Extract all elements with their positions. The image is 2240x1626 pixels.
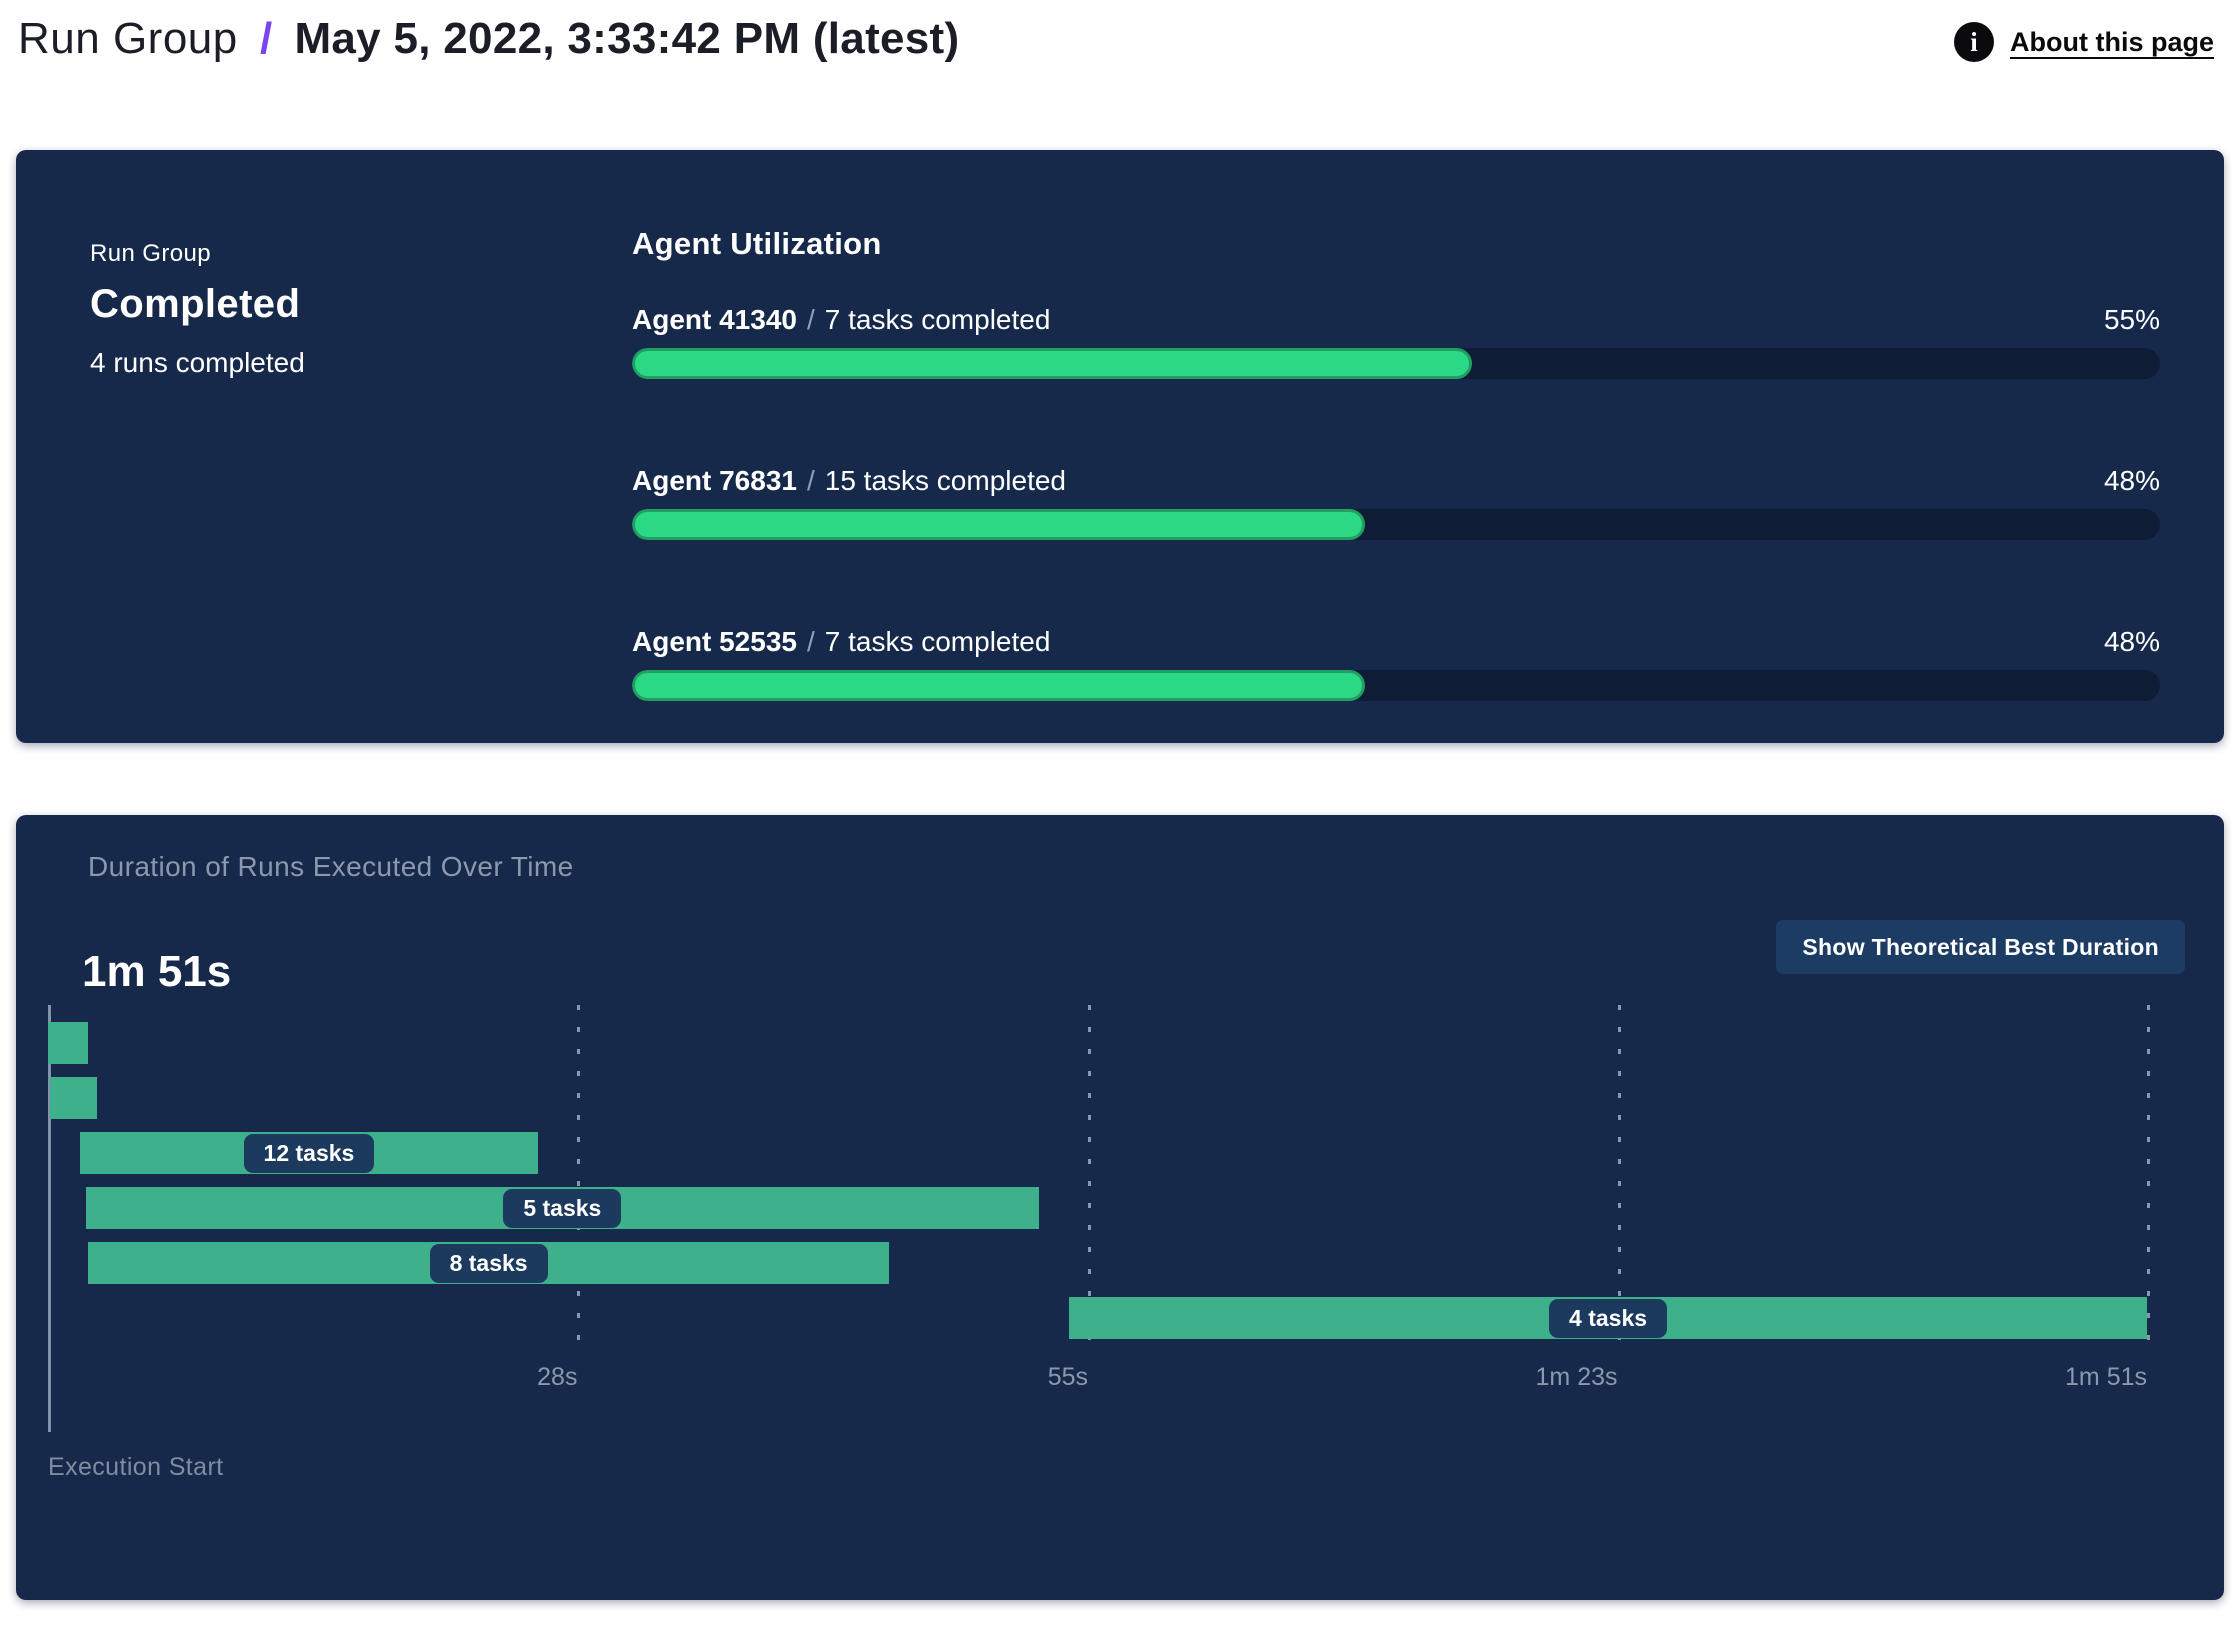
status-card-label: Run Group bbox=[90, 240, 211, 267]
run-bar[interactable] bbox=[49, 1077, 98, 1119]
utilization-progress-track bbox=[632, 348, 2160, 379]
run-task-count-pill: 12 tasks bbox=[243, 1133, 375, 1173]
about-this-page[interactable]: i About this page bbox=[1954, 22, 2214, 62]
execution-start-axis-line bbox=[48, 1005, 51, 1432]
agent-row-label: Agent 41340 / 7 tasks completed 55% bbox=[632, 304, 2160, 336]
breadcrumb-run-group: Run Group bbox=[18, 14, 238, 63]
agent-utilization-row: Agent 76831 / 15 tasks completed 48% bbox=[632, 465, 2160, 540]
breadcrumb-separator: / bbox=[259, 14, 273, 63]
utilization-progress-fill bbox=[632, 348, 1473, 379]
agent-separator: / bbox=[806, 304, 815, 335]
gridline-1m51s bbox=[2147, 1005, 2150, 1357]
agent-utilization-percent: 55% bbox=[2103, 304, 2160, 335]
about-this-page-link[interactable]: About this page bbox=[2010, 26, 2214, 57]
duration-chart-title: Duration of Runs Executed Over Time bbox=[88, 851, 574, 882]
agent-utilization-row: Agent 41340 / 7 tasks completed 55% bbox=[632, 304, 2160, 379]
show-theoretical-best-duration-button[interactable]: Show Theoretical Best Duration bbox=[1776, 920, 2185, 974]
run-bar[interactable]: 8 tasks bbox=[87, 1242, 890, 1284]
agent-row-label: Agent 76831 / 15 tasks completed 48% bbox=[632, 465, 2160, 497]
breadcrumb: Run Group / May 5, 2022, 3:33:42 PM (lat… bbox=[18, 14, 959, 64]
utilization-progress-track bbox=[632, 509, 2160, 540]
gridline-1m23s bbox=[1617, 1005, 1621, 1357]
execution-start-label: Execution Start bbox=[48, 1453, 224, 1481]
agent-tasks-count: 15 tasks completed bbox=[824, 465, 1066, 496]
agent-utilization-section: Agent Utilization Agent 41340 / 7 tasks … bbox=[632, 226, 2160, 701]
page-header: Run Group / May 5, 2022, 3:33:42 PM (lat… bbox=[0, 0, 2240, 110]
runs-completed-count: 4 runs completed bbox=[90, 347, 305, 378]
agent-utilization-title: Agent Utilization bbox=[632, 226, 882, 261]
run-bar[interactable]: 5 tasks bbox=[85, 1187, 1039, 1229]
run-bar[interactable]: 12 tasks bbox=[80, 1132, 538, 1174]
agent-separator: / bbox=[806, 465, 815, 496]
page-title: May 5, 2022, 3:33:42 PM (latest) bbox=[294, 14, 960, 63]
run-task-count-pill: 5 tasks bbox=[503, 1188, 622, 1228]
agent-utilization-percent: 48% bbox=[2103, 465, 2160, 496]
gantt-chart: 12 tasks 5 tasks 8 tasks 4 tasks 28s 55s… bbox=[48, 1005, 2178, 1565]
run-group-status-card: Run Group Completed 4 runs completed bbox=[90, 240, 305, 379]
total-duration-value: 1m 51s bbox=[82, 947, 232, 996]
agent-id: Agent 52535 bbox=[632, 626, 797, 657]
status-badge: Completed bbox=[90, 282, 301, 326]
agent-tasks-count: 7 tasks completed bbox=[824, 626, 1051, 657]
gridline-28s bbox=[577, 1005, 581, 1357]
agent-tasks-count: 7 tasks completed bbox=[824, 304, 1051, 335]
utilization-progress-fill bbox=[632, 509, 1366, 540]
utilization-progress-fill bbox=[632, 670, 1366, 701]
agent-id: Agent 76831 bbox=[632, 465, 797, 496]
agent-row-label: Agent 52535 / 7 tasks completed 48% bbox=[632, 626, 2160, 658]
x-axis-tick: 28s bbox=[537, 1363, 578, 1391]
run-group-status-panel: Run Group Completed 4 runs completed Age… bbox=[16, 150, 2224, 743]
run-task-count-pill: 8 tasks bbox=[429, 1243, 548, 1283]
run-bar[interactable] bbox=[48, 1022, 88, 1064]
gridline-55s bbox=[1088, 1005, 1092, 1357]
info-icon[interactable]: i bbox=[1954, 22, 1994, 62]
agent-utilization-row: Agent 52535 / 7 tasks completed 48% bbox=[632, 626, 2160, 701]
x-axis-tick: 1m 51s bbox=[2065, 1363, 2147, 1391]
agent-separator: / bbox=[806, 626, 815, 657]
duration-chart-panel: Duration of Runs Executed Over Time 1m 5… bbox=[16, 815, 2224, 1600]
run-task-count-pill: 4 tasks bbox=[1549, 1298, 1668, 1338]
agent-utilization-percent: 48% bbox=[2103, 626, 2160, 657]
utilization-progress-track bbox=[632, 670, 2160, 701]
agent-id: Agent 41340 bbox=[632, 304, 797, 335]
x-axis-tick: 55s bbox=[1047, 1363, 1089, 1391]
run-bar[interactable]: 4 tasks bbox=[1069, 1297, 2147, 1339]
x-axis-tick: 1m 23s bbox=[1535, 1363, 1618, 1391]
